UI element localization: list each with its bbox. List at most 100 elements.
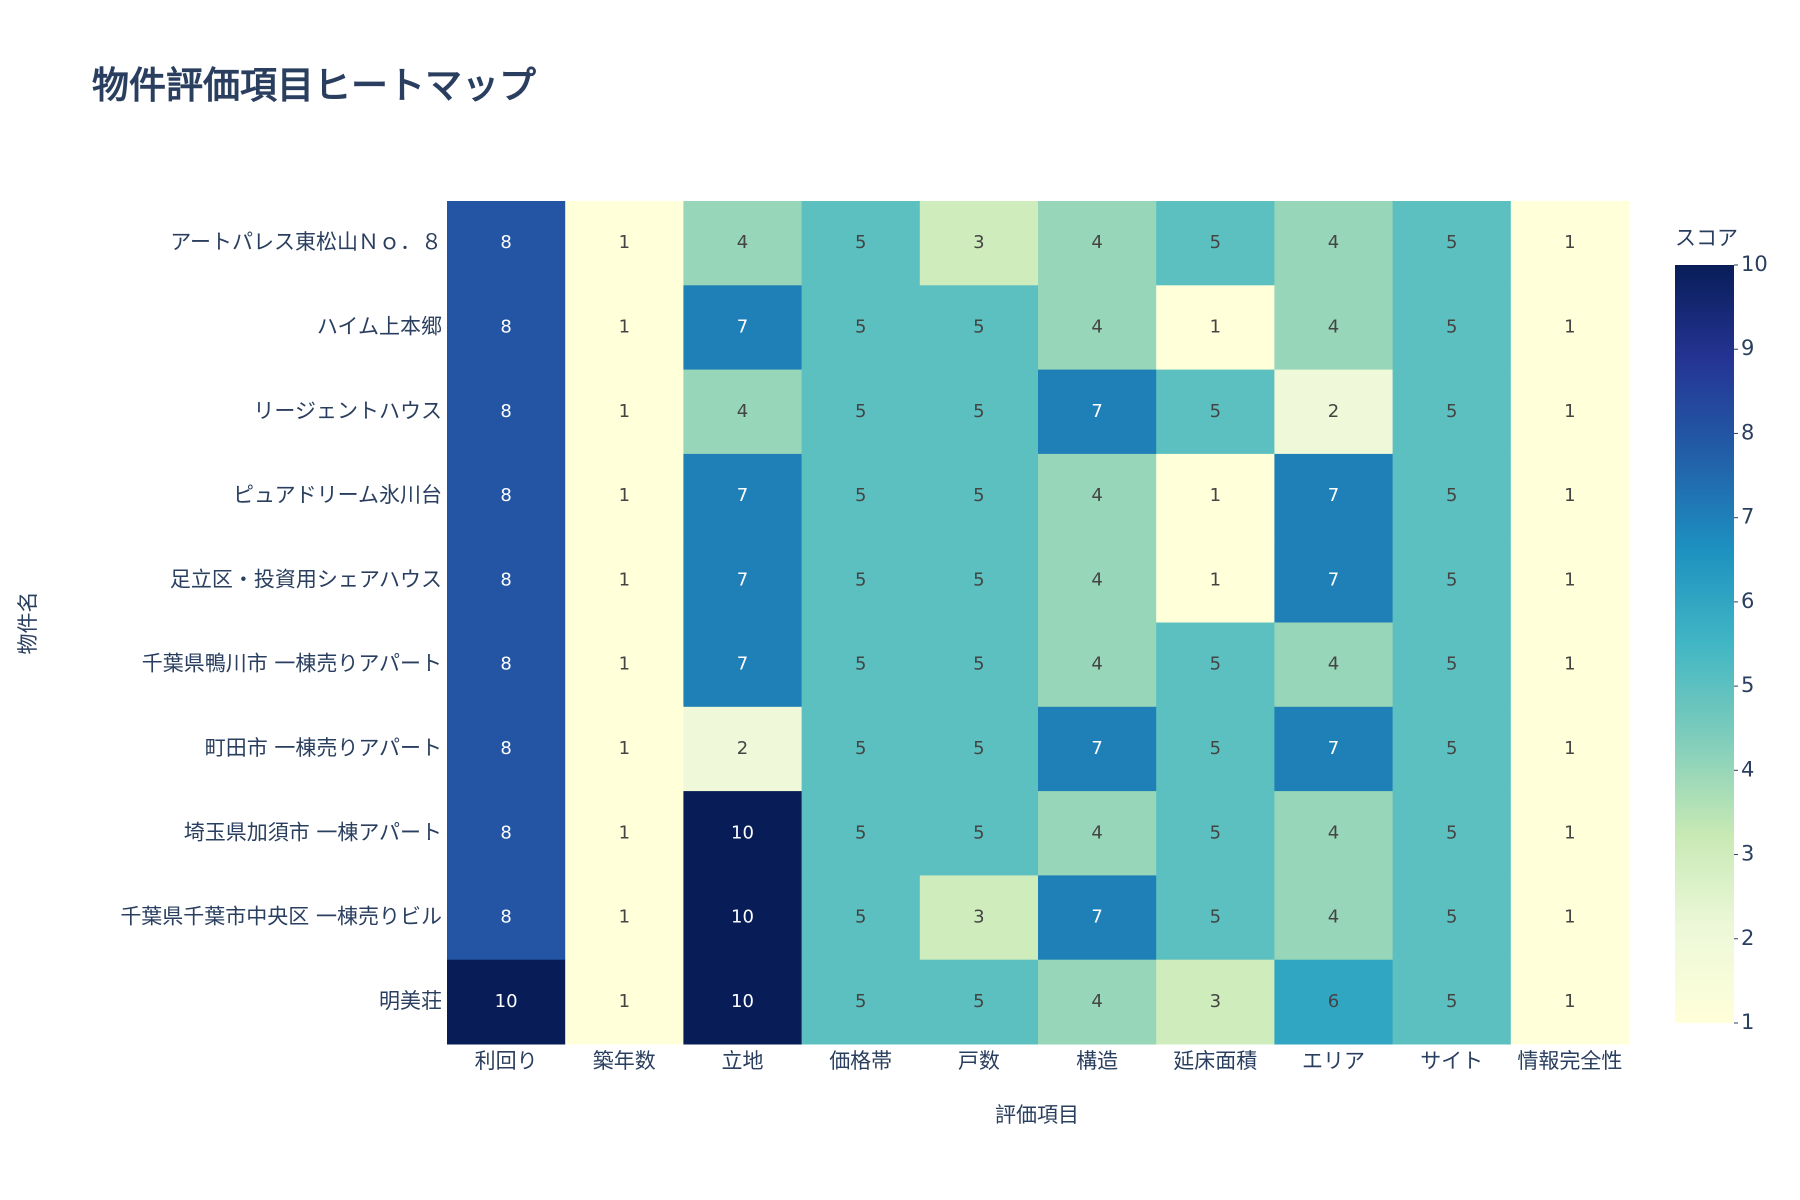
- heatmap-cell: [801, 875, 921, 961]
- cell-label: 1: [1564, 316, 1575, 337]
- cell-label: 8: [500, 316, 511, 337]
- heatmap-cell: [683, 875, 803, 961]
- cell-label: 1: [619, 401, 630, 422]
- cell-label: 5: [1446, 991, 1457, 1012]
- heatmap-cell: [1156, 959, 1275, 1045]
- cell-label: 1: [1564, 569, 1575, 590]
- cell-label: 5: [1446, 232, 1457, 253]
- cell-label: 8: [500, 822, 511, 843]
- cell-label: 8: [500, 907, 511, 928]
- heatmap-cell: [1274, 201, 1394, 286]
- heatmap-cell: [1156, 285, 1275, 371]
- heatmap-cell: [447, 285, 566, 371]
- heatmap-cell: [1274, 538, 1394, 623]
- cell-label: 3: [973, 907, 984, 928]
- heatmap-cell: [565, 959, 684, 1045]
- heatmap-cell: [1038, 959, 1157, 1045]
- heatmap-cell: [1274, 706, 1394, 792]
- heatmap-cell: [919, 285, 1039, 371]
- heatmap-cell: [565, 285, 684, 371]
- cell-label: 1: [1564, 401, 1575, 422]
- cell-label: 1: [619, 569, 630, 590]
- x-tick-label: 延床面積: [1173, 1049, 1257, 1073]
- cell-label: 7: [1091, 401, 1102, 422]
- heatmap-cell: [1038, 285, 1157, 371]
- heatmap-cell: [683, 706, 803, 792]
- cell-label: 7: [1328, 485, 1339, 506]
- cell-label: 5: [855, 401, 866, 422]
- heatmap-cell: [565, 369, 684, 455]
- colorbar-tick-label: 6: [1741, 589, 1754, 613]
- heatmap-cell: [683, 959, 803, 1045]
- heatmap-cell: [565, 706, 684, 792]
- x-tick-label: 価格帯: [829, 1049, 892, 1073]
- y-tick-label: アートパレス東松山Ｎｏ．８: [170, 230, 442, 254]
- heatmap-cell: [1274, 285, 1394, 371]
- y-tick-label: 千葉県鴨川市 一棟売りアパート: [142, 652, 442, 676]
- heatmap-cell: [919, 622, 1039, 708]
- y-tick-label: ピュアドリーム氷川台: [233, 483, 442, 507]
- cell-label: 7: [1328, 738, 1339, 759]
- cell-label: 7: [1091, 907, 1102, 928]
- heatmap-cell: [1274, 453, 1394, 539]
- y-tick-label: 明美荘: [379, 989, 442, 1013]
- heatmap-cell: [1392, 453, 1512, 539]
- cell-label: 5: [1446, 822, 1457, 843]
- heatmap-cell: [1038, 875, 1157, 961]
- heatmap-cell: [1392, 369, 1512, 455]
- heatmap-cell: [447, 201, 566, 286]
- heatmap-cell: [1274, 369, 1394, 455]
- heatmap-cell: [565, 538, 684, 623]
- cell-label: 1: [1564, 907, 1575, 928]
- cell-label: 5: [973, 822, 984, 843]
- heatmap-cell: [1510, 369, 1630, 455]
- heatmap-cell: [1156, 706, 1275, 792]
- cell-label: 5: [973, 401, 984, 422]
- cell-label: 4: [1091, 991, 1102, 1012]
- cell-label: 5: [855, 907, 866, 928]
- heatmap-cell: [1156, 538, 1275, 623]
- cell-label: 5: [1446, 569, 1457, 590]
- cell-label: 1: [1564, 991, 1575, 1012]
- heatmap-cell: [565, 875, 684, 961]
- heatmap-cell: [1156, 453, 1275, 539]
- heatmap-cell: [1038, 369, 1157, 455]
- x-axis-title: 評価項目: [995, 1103, 1079, 1127]
- cell-label: 1: [619, 316, 630, 337]
- x-tick-label: 構造: [1076, 1049, 1118, 1073]
- heatmap-cell: [447, 706, 566, 792]
- heatmap-cell: [1510, 285, 1630, 371]
- heatmap-cell: [447, 622, 566, 708]
- heatmap-cell: [447, 875, 566, 961]
- cell-label: 5: [855, 822, 866, 843]
- cell-label: 8: [500, 654, 511, 675]
- heatmap-cell: [683, 622, 803, 708]
- heatmap-cell: [1510, 453, 1630, 539]
- cell-label: 5: [973, 738, 984, 759]
- cell-label: 5: [1210, 822, 1221, 843]
- heatmap-cell: [919, 875, 1039, 961]
- cell-label: 4: [1328, 822, 1339, 843]
- cell-label: 5: [1210, 401, 1221, 422]
- cell-label: 8: [500, 738, 511, 759]
- heatmap-cell: [1274, 622, 1394, 708]
- cell-label: 3: [973, 232, 984, 253]
- heatmap-cell: [1156, 622, 1275, 708]
- cell-label: 7: [1328, 569, 1339, 590]
- colorbar-tick-label: 3: [1741, 842, 1754, 866]
- heatmap-cell: [1156, 875, 1275, 961]
- heatmap-cell: [801, 285, 921, 371]
- cell-label: 4: [1328, 316, 1339, 337]
- cell-label: 1: [1210, 569, 1221, 590]
- heatmap-cell: [1392, 285, 1512, 371]
- cell-label: 4: [1328, 654, 1339, 675]
- cell-label: 5: [855, 485, 866, 506]
- cell-label: 7: [737, 654, 748, 675]
- colorbar-tick-label: 8: [1741, 420, 1754, 444]
- cell-label: 5: [1446, 738, 1457, 759]
- heatmap-cell: [447, 791, 566, 876]
- heatmap-cell: [919, 453, 1039, 539]
- cell-label: 2: [737, 738, 748, 759]
- cell-label: 5: [973, 569, 984, 590]
- y-tick-label: リージェントハウス: [253, 399, 442, 423]
